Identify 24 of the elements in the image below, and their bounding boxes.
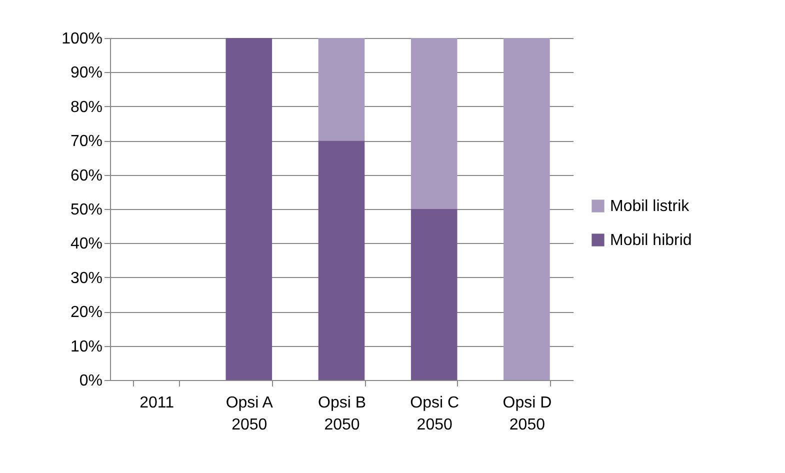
y-tick-label: 80%	[70, 98, 102, 116]
legend-label: Mobil listrik	[610, 198, 690, 215]
y-tick-label: 100%	[62, 30, 102, 48]
bar	[226, 38, 272, 380]
bar	[504, 38, 550, 380]
x-tick-label: Opsi A 2050	[226, 394, 274, 434]
x-tick-label: Opsi B 2050	[318, 394, 366, 434]
x-tick-label: Opsi D 2050	[502, 394, 552, 434]
x-tick-label: 2011	[140, 394, 174, 412]
y-tick-label: 50%	[70, 202, 102, 218]
legend-label: Mobil hibrid	[610, 232, 692, 249]
bar	[410, 209, 458, 380]
y-tick-label: 40%	[70, 236, 102, 253]
x-tick-label: Opsi C 2050	[410, 394, 460, 434]
y-tick-label: 90%	[70, 64, 102, 82]
y-tick-label: 30%	[70, 270, 102, 287]
bar	[318, 38, 365, 141]
bar	[410, 38, 458, 209]
y-tick-label: 20%	[70, 304, 102, 322]
y-tick-label: 60%	[70, 167, 102, 184]
y-tick-label: 0%	[79, 372, 102, 390]
y-tick-label: 10%	[70, 338, 102, 356]
bar	[318, 140, 365, 380]
y-tick-label: 70%	[70, 133, 102, 150]
